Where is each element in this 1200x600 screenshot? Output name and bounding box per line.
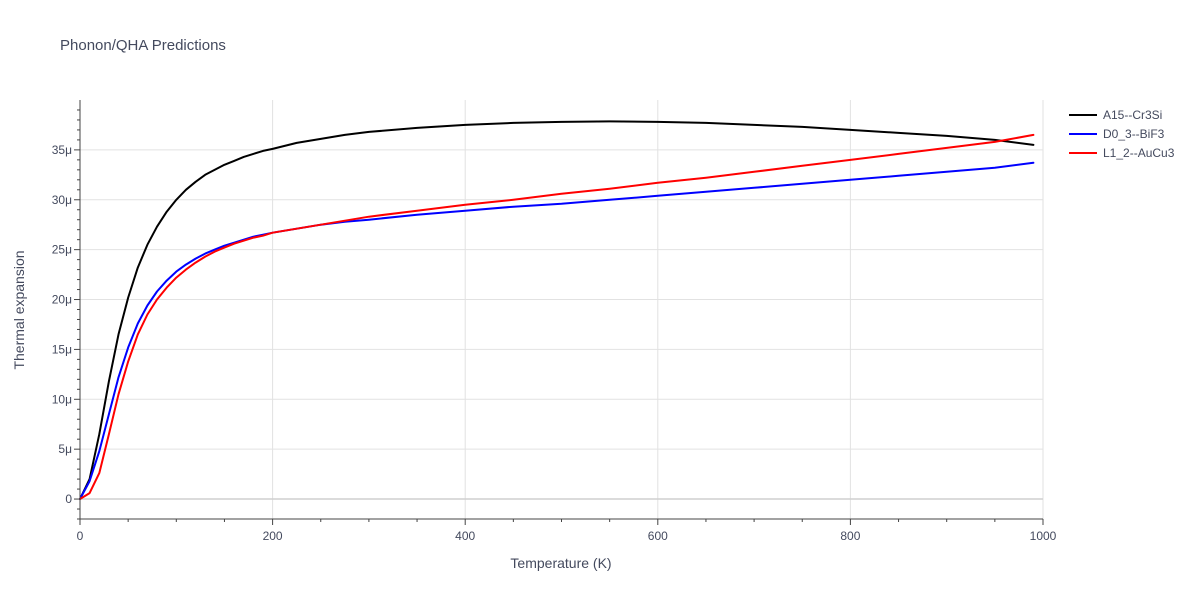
y-tick-label: 25μ: [52, 243, 72, 257]
x-tick-label: 400: [455, 529, 475, 543]
series-line: [79, 133, 1035, 500]
y-axis-title: Thermal expansion: [11, 250, 27, 369]
y-tick-label: 15μ: [52, 342, 72, 356]
x-tick-label: 0: [77, 529, 84, 543]
x-axis-title: Temperature (K): [510, 555, 611, 571]
y-tick-label: 0: [65, 492, 72, 506]
axes: [74, 100, 1044, 525]
legend-label: L1_2--AuCu3: [1103, 146, 1175, 160]
legend-label: D0_3--BiF3: [1103, 127, 1165, 141]
chart-title: Phonon/QHA Predictions: [60, 37, 226, 54]
grid-lines: [80, 100, 1044, 519]
y-tick-label: 35μ: [52, 143, 72, 157]
series-line: [79, 161, 1035, 500]
y-tick-label: 5μ: [58, 442, 72, 456]
x-tick-label: 200: [263, 529, 283, 543]
x-tick-label: 800: [840, 529, 860, 543]
y-tick-label: 20μ: [52, 293, 72, 307]
plot-area: [79, 120, 1035, 500]
tick-labels: 0 200 400 600 800 1000 0 5μ 10μ 15μ 20μ 25μ 30μ 35μ: [52, 143, 1057, 543]
legend-item[interactable]: D0_3--BiF3: [1069, 127, 1165, 141]
legend[interactable]: A15--Cr3Si D0_3--BiF3 L1_2--AuCu3: [1069, 108, 1175, 160]
y-tick-label: 10μ: [52, 392, 72, 406]
series-line: [79, 120, 1035, 500]
x-tick-label: 600: [648, 529, 668, 543]
legend-label: A15--Cr3Si: [1103, 108, 1162, 122]
legend-item[interactable]: L1_2--AuCu3: [1069, 146, 1175, 160]
legend-item[interactable]: A15--Cr3Si: [1069, 108, 1162, 122]
x-tick-label: 1000: [1030, 529, 1057, 543]
y-tick-label: 30μ: [52, 193, 72, 207]
